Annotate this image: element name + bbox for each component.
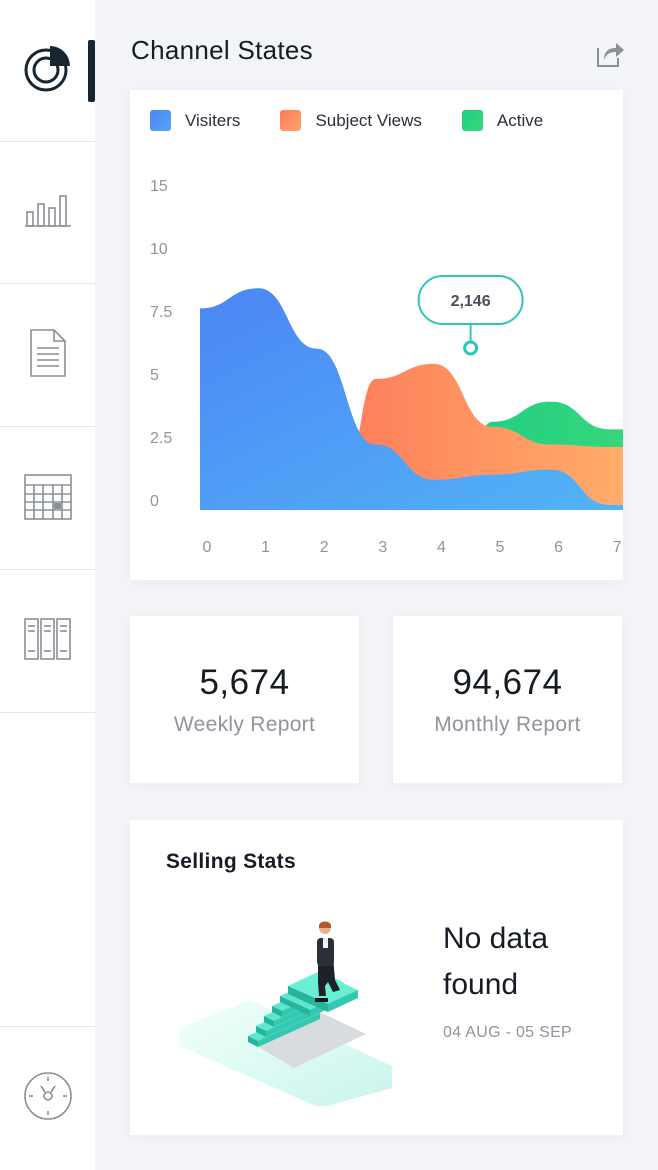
date-range: 04 AUG - 05 SEP: [443, 1024, 573, 1041]
monthly-report-value: 94,674: [452, 662, 563, 702]
legend-swatch: [280, 110, 302, 131]
x-tick-label: 0: [203, 539, 212, 556]
chart-legend: Visiters Subject Views Active: [150, 110, 583, 131]
sidebar-item-documents[interactable]: [0, 285, 95, 427]
compass-icon: [23, 1071, 73, 1126]
empty-state-message: No data found: [443, 922, 549, 1001]
weekly-report-card[interactable]: 5,674 Weekly Report: [130, 616, 359, 783]
x-tick-label: 6: [554, 539, 563, 556]
selling-stats-card: Selling Stats: [130, 820, 623, 1135]
share-button[interactable]: [594, 38, 626, 70]
tooltip-value: 2,146: [451, 293, 491, 310]
x-tick-label: 4: [437, 539, 446, 556]
legend-item-subject-views[interactable]: Subject Views: [280, 110, 422, 131]
legend-swatch: [150, 110, 171, 131]
x-tick-label: 2: [320, 539, 329, 556]
weekly-report-label: Weekly Report: [173, 712, 316, 736]
y-tick-label: 5: [150, 367, 159, 384]
bar-chart-icon: [23, 192, 73, 233]
selling-stats-title: Selling Stats: [166, 850, 296, 873]
share-icon: [594, 43, 626, 74]
channel-chart-card: 0 2.5 5 7.5 10 15 0 1 2 3 4 5 6 7 2,146 Visiters Sub…: [130, 90, 623, 580]
y-tick-label: 10: [150, 241, 168, 258]
y-tick-label: 2.5: [150, 430, 172, 447]
sidebar-settings[interactable]: [0, 1026, 95, 1170]
document-icon: [28, 328, 68, 383]
sidebar-item-channel-states[interactable]: [0, 0, 95, 142]
x-tick-label: 1: [261, 539, 270, 556]
sidebar: [0, 0, 95, 1170]
y-tick-label: 7.5: [150, 304, 172, 321]
x-tick-label: 7: [613, 539, 622, 556]
sidebar-item-library[interactable]: [0, 571, 95, 713]
calendar-icon: [23, 471, 73, 526]
legend-label: Visiters: [185, 110, 241, 130]
sidebar-item-bar-chart[interactable]: [0, 142, 95, 284]
tooltip-point[interactable]: [463, 340, 479, 356]
monthly-report-label: Monthly Report: [434, 712, 581, 736]
x-tick-label: 5: [496, 539, 505, 556]
y-tick-label: 0: [150, 493, 159, 510]
x-tick-label: 3: [378, 539, 387, 556]
area-series-visiters: [200, 288, 623, 510]
legend-label: Active: [496, 110, 544, 130]
legend-item-active[interactable]: Active: [461, 110, 544, 131]
pie-chart-icon: [23, 43, 73, 98]
sidebar-item-calendar[interactable]: [0, 428, 95, 570]
page-title: Channel States: [131, 35, 313, 65]
weekly-report-value: 5,674: [199, 662, 290, 702]
monthly-report-card[interactable]: 94,674 Monthly Report: [393, 616, 622, 783]
legend-item-visiters[interactable]: Visiters: [150, 110, 240, 131]
man-on-stairs-illustration: [170, 916, 400, 1111]
area-chart: 0 2.5 5 7.5 10 15 0 1 2 3 4 5 6 7 2,146: [150, 178, 623, 556]
legend-swatch: [461, 110, 483, 131]
y-tick-label: 15: [150, 178, 168, 195]
books-icon: [23, 617, 73, 666]
chart-tooltip: 2,146: [417, 275, 524, 356]
legend-label: Subject Views: [315, 110, 422, 130]
